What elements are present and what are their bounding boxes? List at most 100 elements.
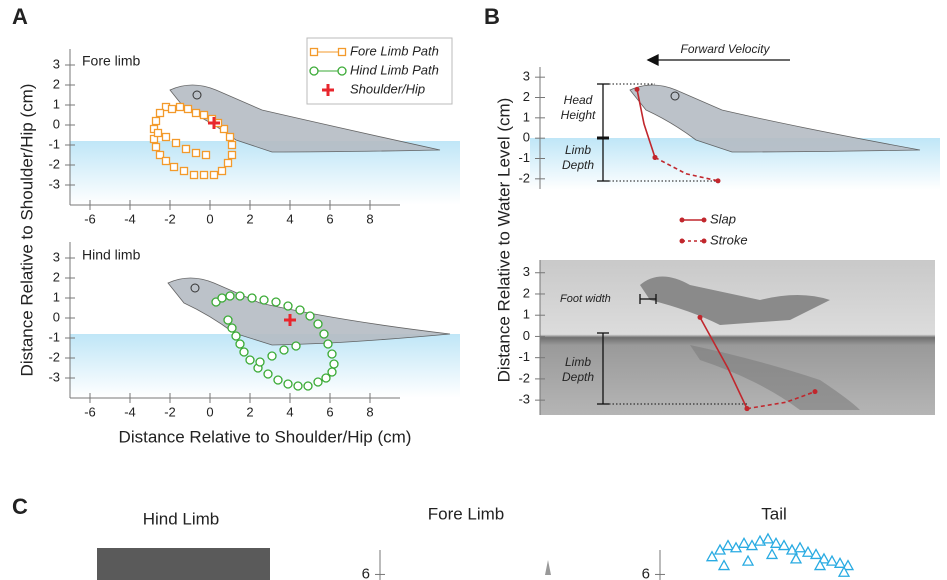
- y-tick-label: -1: [48, 136, 60, 151]
- y-tick-label: 6: [642, 565, 650, 580]
- point: [721, 539, 735, 551]
- x-tick-label: 0: [206, 404, 213, 419]
- y-tick-label: -1: [518, 150, 530, 165]
- point: [303, 381, 313, 391]
- point: [761, 532, 775, 544]
- y-tick-label: 6: [362, 565, 370, 580]
- chart-title: Fore limb: [82, 53, 141, 69]
- point: [329, 359, 339, 369]
- point: [183, 104, 193, 114]
- point: [337, 47, 347, 57]
- point: [151, 142, 161, 152]
- end-point: [652, 154, 658, 160]
- chart-title: Hind Limb: [143, 509, 220, 528]
- y-tick-label: 3: [523, 264, 530, 279]
- point: [321, 373, 331, 383]
- x-tick-label: 4: [286, 404, 293, 419]
- photo-lizard: [640, 276, 830, 325]
- panel-label: B: [484, 4, 500, 29]
- point: [327, 367, 337, 377]
- point: [793, 541, 807, 553]
- point: [273, 375, 283, 385]
- point: [227, 150, 237, 160]
- photo: [540, 260, 935, 415]
- point: [769, 536, 783, 548]
- legend-dot: [679, 238, 685, 244]
- legend-dot: [701, 217, 707, 223]
- legend-label: Stroke: [710, 232, 748, 247]
- photo-c: [97, 548, 270, 580]
- x-tick-label: -4: [124, 404, 136, 419]
- y-tick-label: 0: [53, 116, 60, 131]
- point: [737, 536, 751, 548]
- annotation: Foot width: [560, 293, 611, 305]
- y-tick-label: 2: [523, 89, 530, 104]
- point: [284, 314, 296, 326]
- point: [161, 132, 171, 142]
- point: [199, 170, 209, 180]
- point: [161, 156, 171, 166]
- point: [259, 295, 269, 305]
- x-tick-label: 4: [286, 211, 293, 226]
- point: [169, 162, 179, 172]
- guides: [609, 83, 747, 405]
- point: [223, 158, 233, 168]
- point: [245, 355, 255, 365]
- y-tick-label: 2: [523, 285, 530, 300]
- point: [209, 170, 219, 180]
- point: [189, 170, 199, 180]
- legend-dot: [679, 217, 685, 223]
- point: [153, 128, 163, 138]
- point: [217, 166, 227, 176]
- point: [833, 556, 847, 568]
- end-point: [634, 86, 640, 92]
- point: [825, 554, 839, 566]
- y-tick-label: 0: [523, 130, 530, 145]
- point: [181, 144, 191, 154]
- point: [291, 341, 301, 351]
- panel-label: C: [12, 494, 28, 519]
- point: [191, 148, 201, 158]
- point: [217, 293, 227, 303]
- legend-label: Slap: [710, 211, 736, 226]
- point: [155, 150, 165, 160]
- y-tick-label: 3: [53, 249, 60, 264]
- x-tick-label: -4: [124, 211, 136, 226]
- brackets: [597, 53, 790, 405]
- point: [179, 166, 189, 176]
- point: [235, 339, 245, 349]
- series-line: [636, 89, 656, 158]
- legend-label: Shoulder/Hip: [350, 81, 425, 96]
- end-point: [744, 406, 750, 412]
- legend-label: Fore Limb Path: [350, 43, 439, 58]
- x-tick-label: 8: [366, 211, 373, 226]
- y-axis-label: Distance Relative to Shoulder/Hip (cm): [17, 84, 36, 377]
- point: [801, 545, 815, 557]
- point: [255, 357, 265, 367]
- y-tick-label: -2: [518, 170, 530, 185]
- point: [705, 550, 719, 562]
- lizard-eyes: [190, 90, 680, 293]
- x-tick-label: -6: [84, 404, 96, 419]
- point: [777, 539, 791, 551]
- point: [322, 84, 334, 96]
- point: [753, 534, 767, 546]
- point: [295, 305, 305, 315]
- point: [201, 150, 211, 160]
- point: [175, 102, 185, 112]
- point: [239, 347, 249, 357]
- point: [247, 293, 257, 303]
- y-tick-label: -3: [48, 369, 60, 384]
- point: [171, 138, 181, 148]
- point: [283, 379, 293, 389]
- point: [837, 565, 851, 577]
- point: [199, 110, 209, 120]
- point: [309, 47, 319, 57]
- water: [70, 141, 460, 205]
- y-tick-label: 3: [53, 56, 60, 71]
- y-tick-label: 1: [53, 96, 60, 111]
- point: [841, 559, 855, 571]
- series-line: [699, 316, 748, 409]
